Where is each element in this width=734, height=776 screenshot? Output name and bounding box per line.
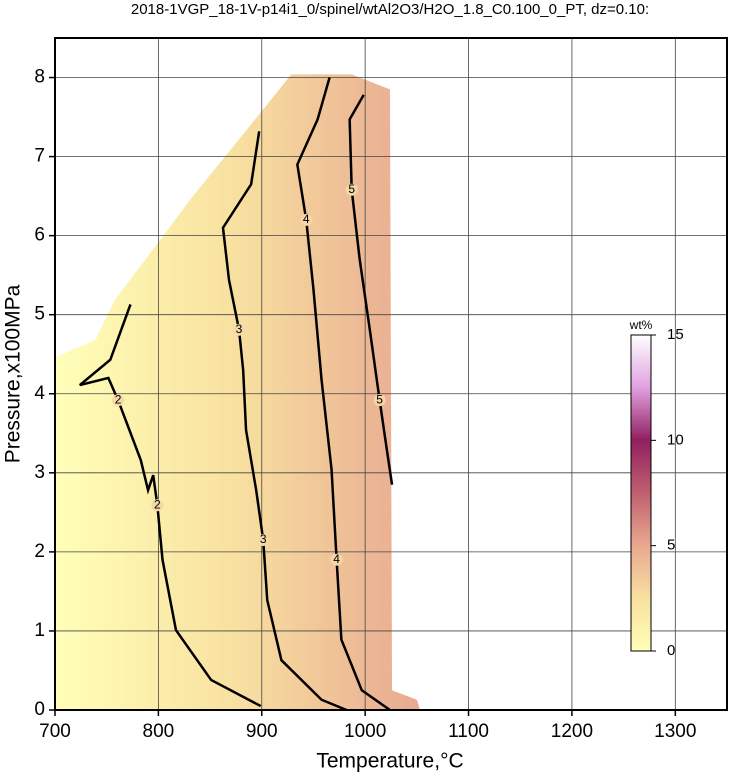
contour-line	[348, 94, 394, 485]
contour-label: 5	[376, 392, 383, 406]
contour-label-bg	[373, 394, 386, 407]
x-tick-label: 1100	[448, 721, 489, 742]
y-axis-label: Pressure,x100MPa	[2, 284, 25, 463]
contour-label: 4	[333, 552, 340, 566]
y-tick-label: 2	[34, 541, 45, 562]
x-tick-label: 1000	[344, 721, 386, 742]
y-tick-label: 1	[34, 620, 45, 641]
contour-label-bg	[233, 323, 246, 336]
contour-label-bg	[300, 213, 313, 226]
x-tick-label: 700	[39, 721, 71, 742]
contour-label-bg	[330, 553, 343, 566]
colorbar-tick-label: 0	[667, 642, 675, 659]
contour-line	[296, 77, 391, 710]
stability-field	[55, 74, 420, 710]
y-tick-label: 5	[34, 304, 45, 325]
colorbar-tick-label: 15	[667, 326, 684, 343]
y-tick-label: 0	[34, 699, 45, 720]
colorbar-label: wt%	[629, 318, 653, 332]
y-tick-label: 7	[34, 146, 45, 167]
y-tick-label: 3	[34, 462, 45, 483]
x-tick-label: 1200	[551, 721, 593, 742]
contour-label: 3	[260, 532, 267, 546]
contour-label-bg	[112, 394, 125, 407]
contour-label: 5	[348, 182, 355, 196]
plot-frame	[54, 37, 728, 711]
colorbar-tick-label: 5	[667, 537, 675, 554]
contour-label-bg	[151, 499, 164, 512]
colorbar-tick-label: 10	[667, 431, 684, 448]
x-tick-label: 1300	[654, 721, 696, 742]
chart-title: 2018-1VGP_18-1V-p14i1_0/spinel/wtAl2O3/H…	[131, 1, 649, 18]
contour-label-bg	[345, 183, 358, 196]
contour-label-bg	[257, 534, 270, 547]
contour-label: 2	[115, 392, 122, 406]
y-tick-label: 4	[34, 383, 45, 404]
contour-label: 4	[303, 212, 310, 226]
y-tick-label: 6	[34, 225, 45, 246]
contour-label: 2	[154, 497, 161, 511]
contour-line	[221, 131, 348, 710]
colorbar	[630, 334, 652, 652]
contour-line	[79, 304, 262, 708]
contour-label: 3	[236, 322, 243, 336]
x-axis-label: Temperature,°C	[316, 750, 463, 773]
y-tick-label: 8	[34, 67, 45, 88]
x-tick-label: 900	[246, 721, 278, 742]
x-tick-label: 800	[143, 721, 175, 742]
plot-area: 2 2 3 3 4 4 5 5	[55, 38, 727, 710]
